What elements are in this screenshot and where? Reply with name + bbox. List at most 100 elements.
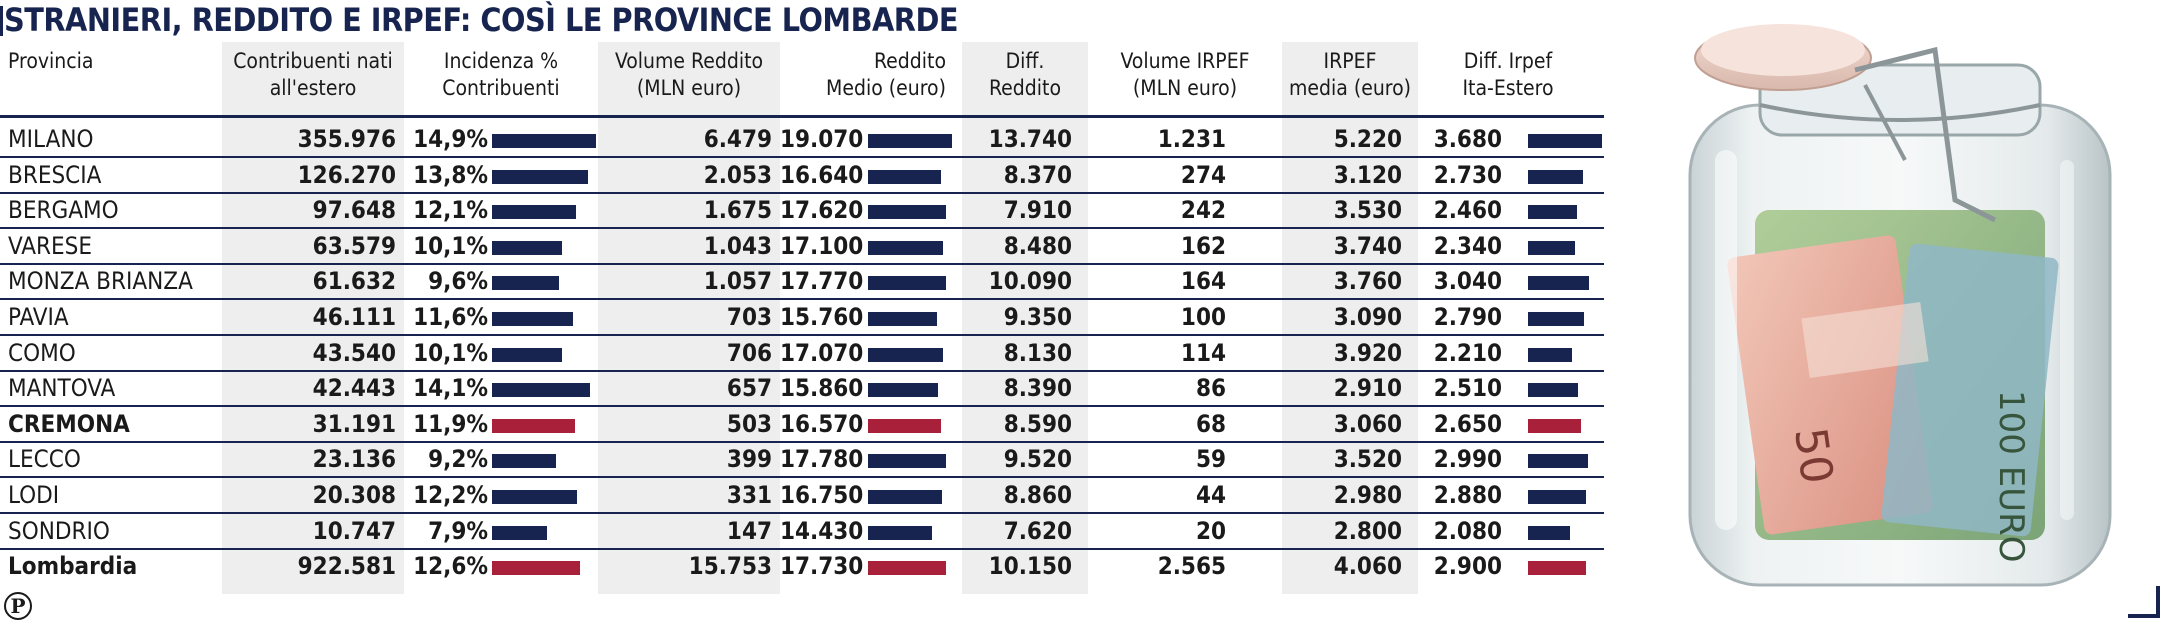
irpef-media-cell: 3.060 — [1333, 409, 1402, 438]
volume-irpef-cell: 59 — [1195, 445, 1226, 474]
volume-reddito-cell: 399 — [726, 445, 772, 474]
irpef-media-cell: 5.220 — [1333, 125, 1402, 153]
incidenza-bar — [492, 240, 562, 255]
reddito-medio-bar — [868, 276, 946, 291]
volume-reddito-cell: 1.043 — [703, 231, 772, 260]
reddito-medio-bar — [868, 383, 938, 398]
diff-irpef-bar — [1528, 525, 1570, 540]
volume-irpef-cell: 1.231 — [1157, 125, 1226, 153]
reddito-medio-bar — [868, 490, 942, 504]
diff-irpef-bar — [1528, 383, 1578, 398]
diff-irpef-bar — [1528, 454, 1588, 469]
diff-irpef-cell: 2.730 — [1433, 160, 1502, 189]
publisher-logo: P — [4, 592, 32, 620]
contribuenti-cell: 63.579 — [312, 231, 396, 260]
reddito-medio-cell: 15.760 — [780, 303, 864, 331]
header-contribuenti: Contribuenti nati all'estero — [233, 49, 393, 100]
reddito-medio-bar — [868, 134, 952, 148]
irpef-media-cell: 3.530 — [1333, 196, 1402, 225]
diff-irpef-cell: 2.990 — [1433, 445, 1502, 474]
row-divider — [0, 405, 1604, 408]
reddito-medio-cell: 17.100 — [780, 231, 864, 260]
header-provincia: Provincia — [8, 49, 94, 73]
irpef-media-cell: 3.920 — [1333, 338, 1402, 367]
volume-irpef-cell: 86 — [1195, 374, 1226, 403]
irpef-media-cell: 3.120 — [1333, 160, 1402, 189]
incidenza-bar — [492, 561, 580, 576]
diff-reddito-cell: 8.370 — [1003, 160, 1072, 189]
volume-reddito-cell: 1.675 — [703, 196, 772, 225]
row-divider — [0, 476, 1604, 479]
table-row: MANTOVA 42.443 14,1% 657 15.860 8.390 86 2.910 2… — [0, 371, 1604, 408]
reddito-medio-cell: 16.640 — [780, 160, 864, 189]
contribuenti-cell: 42.443 — [312, 374, 396, 403]
volume-irpef-cell: 68 — [1195, 409, 1226, 438]
diff-irpef-bar — [1528, 276, 1589, 291]
reddito-medio-cell: 14.430 — [780, 516, 864, 545]
diff-irpef-cell: 2.460 — [1433, 196, 1502, 225]
reddito-medio-bar — [868, 561, 946, 576]
table-row: LECCO 23.136 9,2% 399 17.780 9.520 59 3.520 2.99… — [0, 442, 1604, 479]
volume-irpef-cell: 100 — [1180, 303, 1226, 331]
row-divider — [0, 440, 1604, 443]
reddito-medio-cell: 17.730 — [780, 552, 864, 581]
table-row: LODI 20.308 12,2% 331 16.750 8.860 44 2.980 2.88… — [0, 478, 1604, 514]
diff-reddito-cell: 8.860 — [1003, 481, 1072, 509]
table-row: MILANO 355.976 14,9% 6.479 19.070 13.740 1.231… — [0, 122, 1604, 158]
volume-irpef-cell: 162 — [1180, 231, 1226, 260]
table-row: COMO 43.540 10,1% 706 17.070 8.130 114 3.920 2.2… — [0, 336, 1604, 372]
incidenza-cell: 9,2% — [428, 445, 488, 474]
provincia-cell: VARESE — [8, 231, 92, 260]
incidenza-bar — [492, 525, 547, 540]
reddito-medio-bar — [868, 454, 946, 469]
volume-irpef-cell: 114 — [1180, 338, 1226, 367]
diff-irpef-bar — [1528, 134, 1602, 148]
volume-reddito-cell: 706 — [726, 338, 772, 367]
incidenza-cell: 7,9% — [428, 516, 488, 545]
volume-irpef-cell: 2.565 — [1157, 552, 1226, 581]
irpef-media-cell: 3.740 — [1333, 231, 1402, 260]
reddito-medio-bar — [868, 312, 937, 326]
corner-mark — [2128, 614, 2160, 618]
incidenza-bar — [492, 205, 576, 220]
diff-reddito-cell: 7.910 — [1003, 196, 1072, 225]
volume-reddito-cell: 657 — [726, 374, 772, 403]
diff-reddito-cell: 13.740 — [988, 125, 1072, 153]
row-divider — [0, 156, 1604, 158]
incidenza-cell: 11,9% — [413, 409, 488, 438]
provincia-cell: MILANO — [8, 125, 94, 153]
incidenza-cell: 12,6% — [413, 552, 488, 581]
reddito-medio-cell: 16.570 — [780, 409, 864, 438]
contribuenti-cell: 126.270 — [297, 160, 396, 189]
diff-reddito-cell: 9.520 — [1003, 445, 1072, 474]
table-row-total: Lombardia 922.581 12,6% 15.753 17.730 10.150 2… — [0, 549, 1604, 585]
volume-reddito-cell: 503 — [726, 409, 772, 438]
header-irpef-media: IRPEF media (euro) — [1288, 49, 1412, 100]
reddito-medio-cell: 17.070 — [780, 338, 864, 367]
column-shade-diff-reddito — [962, 42, 1088, 594]
table-row: BRESCIA 126.270 13,8% 2.053 16.640 8.370 274 3.… — [0, 158, 1604, 194]
svg-text:50: 50 — [1784, 424, 1842, 487]
diff-irpef-bar — [1528, 561, 1586, 576]
diff-reddito-cell: 8.590 — [1003, 409, 1072, 438]
contribuenti-cell: 355.976 — [297, 125, 396, 153]
irpef-media-cell: 2.800 — [1333, 516, 1402, 545]
provincia-cell: LECCO — [8, 445, 81, 474]
provincia-cell: CREMONA — [8, 409, 130, 438]
table-row: SONDRIO 10.747 7,9% 147 14.430 7.620 20 2.800 2.… — [0, 514, 1604, 550]
row-divider — [0, 227, 1604, 230]
diff-irpef-bar — [1528, 347, 1572, 362]
row-divider — [0, 369, 1604, 372]
diff-irpef-bar — [1528, 418, 1581, 433]
volume-irpef-cell: 164 — [1180, 267, 1226, 296]
incidenza-bar — [492, 134, 596, 148]
diff-reddito-cell: 8.480 — [1003, 231, 1072, 260]
reddito-medio-cell: 16.750 — [780, 481, 864, 509]
contribuenti-cell: 61.632 — [312, 267, 396, 296]
header-diff-irpef: Diff. Irpef Ita-Estero — [1462, 49, 1554, 100]
incidenza-cell: 14,1% — [413, 374, 488, 403]
contribuenti-cell: 20.308 — [312, 481, 396, 509]
provincia-cell: PAVIA — [8, 303, 69, 331]
diff-irpef-bar — [1528, 490, 1586, 504]
reddito-medio-cell: 17.780 — [780, 445, 864, 474]
